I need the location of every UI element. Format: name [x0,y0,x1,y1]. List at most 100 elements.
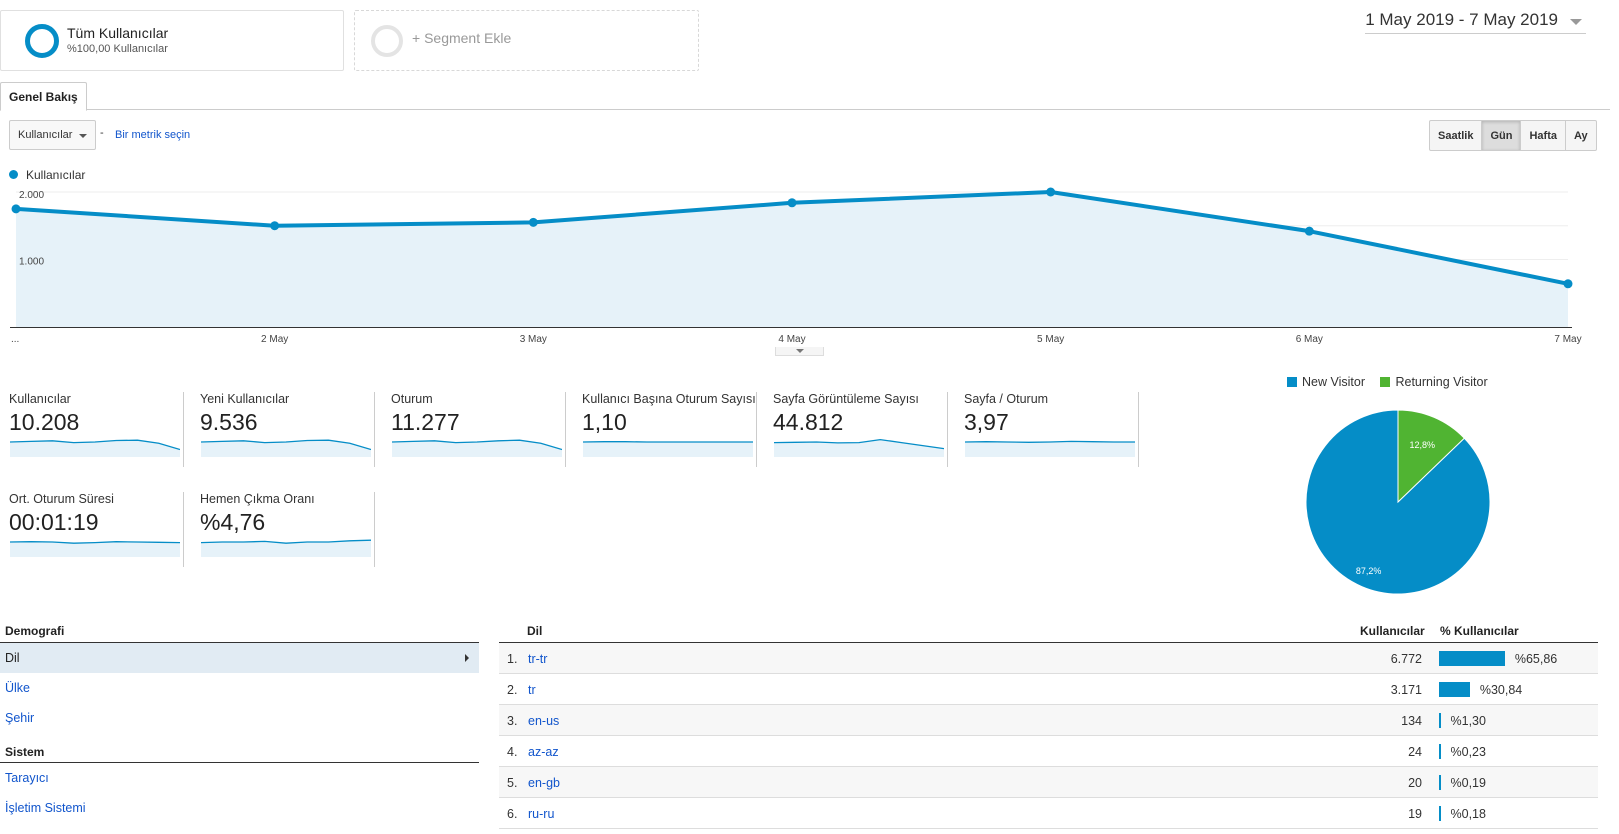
scorecard[interactable]: Ort. Oturum Süresi 00:01:19 [0,492,184,567]
row-users: 6.772 [1390,652,1422,666]
scorecard-value: 9.536 [200,409,258,435]
scorecard[interactable]: Kullanıcı Başına Oturum Sayısı 1,10 [573,392,757,467]
row-share-bar [1439,775,1441,790]
scorecard-label: Sayfa Görüntüleme Sayısı [773,392,919,406]
hourly-button[interactable]: Saatlik [1438,130,1474,142]
data-point [270,221,280,231]
chevron-down-icon [79,134,87,138]
nav-item-browser[interactable]: Tarayıcı [5,771,49,785]
x-tick-label: 6 May [1296,334,1323,345]
segment-all-users[interactable]: Tüm Kullanıcılar %100,00 Kullanıcılar [0,10,344,71]
table-header-pct[interactable]: % Kullanıcılar [1440,624,1519,638]
data-point [528,217,538,227]
date-range-picker[interactable]: 1 May 2019 - 7 May 2019 [1365,10,1586,34]
scorecard[interactable]: Oturum 11.277 [382,392,566,467]
row-pct: %0,19 [1450,776,1486,790]
table-row: 3. en-us 134 %1,30 [499,705,1598,736]
scorecard-label: Ort. Oturum Süresi [9,492,114,506]
chart-legend: Kullanıcılar [9,168,85,182]
x-tick-label: ... [11,334,19,345]
row-pct: %0,23 [1450,745,1486,759]
nav-item-city[interactable]: Şehir [5,711,35,725]
metric-dropdown[interactable]: Kullanıcılar [9,120,96,150]
scorecard-label: Oturum [391,392,433,406]
row-users: 20 [1408,776,1422,790]
nav-item-country[interactable]: Ülke [5,681,31,695]
row-number: 5. [507,776,518,790]
scorecard-divider [1138,392,1139,467]
row-share-bar [1439,682,1470,697]
metric-dropdown-value: Kullanıcılar [18,129,73,141]
chevron-right-icon [465,654,469,662]
segment-ring-icon [25,24,59,58]
segment-empty-ring-icon [371,25,403,57]
legend-dot-icon [9,170,18,179]
tab-bar: Genel Bakış [0,82,1610,111]
x-tick-label: 4 May [778,334,805,345]
scorecard-value: 11.277 [391,409,460,435]
month-button[interactable]: Ay [1564,121,1596,150]
tab-overview[interactable]: Genel Bakış [0,82,87,111]
data-point [11,204,21,214]
section-demographics: Demografi [5,624,65,638]
row-pct: %1,30 [1450,714,1486,728]
table-header-divider [499,642,1598,643]
nav-item-language[interactable]: Dil [0,643,479,673]
scorecard[interactable]: Sayfa Görüntüleme Sayısı 44.812 [764,392,948,467]
nav-item-label: Dil [5,651,20,665]
row-number: 4. [507,745,518,759]
scorecard-divider [565,392,566,467]
nav-item-os[interactable]: İşletim Sistemi [5,801,86,815]
scorecard-value: 44.812 [773,409,844,435]
day-button[interactable]: Gün [1481,121,1521,150]
scorecard-sparkline [965,440,1135,457]
x-tick-label: 2 May [261,334,288,345]
scorecard[interactable]: Hemen Çıkma Oranı %4,76 [191,492,375,567]
row-language-link[interactable]: tr-tr [528,652,548,666]
scorecard-sparkline [583,441,753,457]
row-language-link[interactable]: az-az [528,745,559,759]
table-row: 5. en-gb 20 %0,19 [499,767,1598,798]
collapse-chart-handle[interactable] [775,347,824,356]
row-pct: %0,18 [1450,807,1486,821]
row-language-link[interactable]: en-us [528,714,560,728]
row-language-link[interactable]: tr [528,683,536,697]
data-point [1046,187,1056,197]
row-share-bar [1439,651,1505,666]
add-segment-button[interactable]: + Segment Ekle [354,10,699,71]
row-users: 19 [1408,807,1422,821]
pie-slice [1397,409,1465,504]
row-share-bar [1439,806,1441,821]
scorecard-sparkline [10,439,180,457]
week-button[interactable]: Hafta [1520,121,1565,150]
scorecard[interactable]: Kullanıcılar 10.208 [0,392,184,467]
row-language-link[interactable]: ru-ru [528,807,555,821]
row-pct: %65,86 [1514,652,1558,666]
segment-title: Tüm Kullanıcılar [67,25,169,41]
sparkline-area [583,441,753,457]
section-divider [0,642,479,643]
granularity-buttons: Saatlik Gün Hafta Ay [1429,120,1597,151]
pie-slice-label: 87,2% [1356,566,1382,576]
sparkline-area [10,440,180,457]
pie-legend-label: New Visitor [1302,375,1365,389]
sparkline-line [10,439,180,451]
row-language-link[interactable]: en-gb [528,776,560,790]
scorecard-sparkline [201,439,371,457]
scorecard-divider [947,392,948,467]
section-system: Sistem [5,745,45,759]
scorecard-value: %4,76 [200,509,266,535]
scorecard-sparkline [10,541,180,557]
line-area [16,192,1568,327]
y-tick-label: 1.000 [19,257,44,268]
scorecard[interactable]: Sayfa / Oturum 3,97 [955,392,1139,467]
sparkline-area [392,440,562,457]
chevron-down-icon [1570,19,1582,25]
data-point [1304,226,1314,236]
sparkline-area [965,441,1135,457]
scorecard-divider [183,392,184,467]
table-header-users[interactable]: Kullanıcılar [1360,624,1425,638]
data-point [787,198,797,208]
scorecard[interactable]: Yeni Kullanıcılar 9.536 [191,392,375,467]
select-metric-link[interactable]: Bir metrik seçin [115,129,191,141]
